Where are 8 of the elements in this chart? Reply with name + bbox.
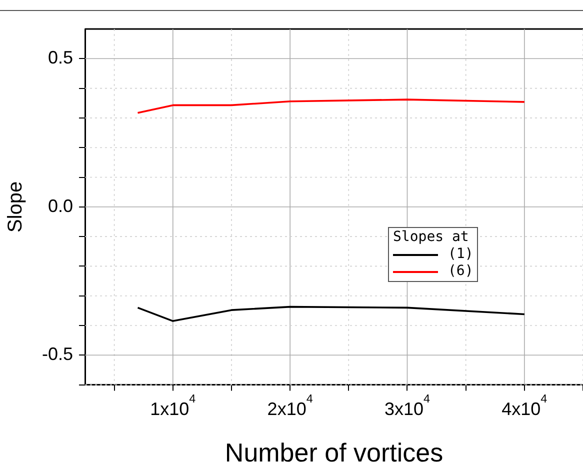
y-tick-label: 0.0 xyxy=(48,196,74,216)
y-tick-label: -0.5 xyxy=(42,344,74,364)
x-axis-title: Number of vortices xyxy=(224,438,444,468)
y-tick-label: 0.5 xyxy=(48,48,74,68)
y-axis-title: Slope xyxy=(4,181,27,232)
legend-label: (6) xyxy=(448,263,474,280)
legend-label: (1) xyxy=(448,246,474,263)
legend-title: Slopes at xyxy=(393,229,470,246)
